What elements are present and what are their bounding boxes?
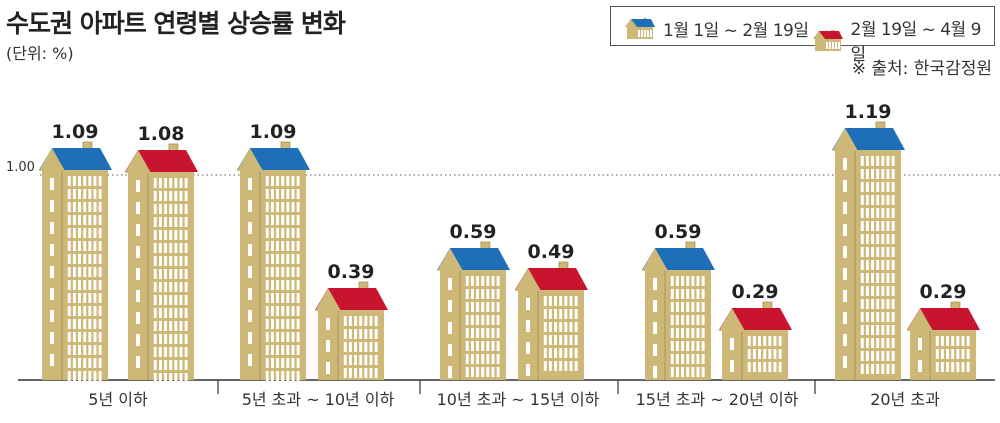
unit-label: (단위: %) bbox=[6, 44, 74, 63]
house-blue-icon bbox=[625, 18, 655, 39]
chart-title: 수도권 아파트 연령별 상승률 변화 bbox=[6, 9, 346, 38]
reference-label: 1.00 bbox=[6, 160, 35, 175]
data-label: 1.19 bbox=[845, 101, 892, 123]
data-label: 0.39 bbox=[328, 261, 375, 283]
building-bar bbox=[315, 281, 388, 380]
legend-label: 2월 19일 ~ 4월 9일 bbox=[850, 20, 982, 65]
data-label: 1.08 bbox=[138, 123, 185, 145]
data-label: 0.59 bbox=[450, 221, 497, 243]
building-bar bbox=[515, 261, 588, 380]
building-bar bbox=[39, 141, 112, 381]
data-label: 0.29 bbox=[920, 281, 967, 303]
building-bar bbox=[719, 301, 792, 380]
source-note: ※ 출처: 한국감정원 bbox=[851, 59, 992, 79]
category-label: 5년 이하 bbox=[88, 390, 148, 409]
house-red-icon bbox=[813, 30, 843, 51]
data-label: 0.29 bbox=[732, 281, 779, 303]
building-bar bbox=[832, 121, 905, 380]
legend-item-period2: 2월 19일 ~ 4월 9일 bbox=[811, 15, 994, 65]
category-label: 10년 초과 ~ 15년 이하 bbox=[437, 390, 600, 409]
data-label: 1.09 bbox=[52, 121, 99, 143]
legend-label: 1월 1일 ~ 2월 19일 bbox=[663, 20, 809, 41]
category-label: 20년 초과 bbox=[870, 390, 940, 409]
data-label: 1.09 bbox=[250, 121, 297, 143]
category-label: 5년 초과 ~ 10년 이하 bbox=[242, 390, 395, 409]
data-label: 0.59 bbox=[655, 221, 702, 243]
data-label: 0.49 bbox=[528, 241, 575, 263]
category-label: 15년 초과 ~ 20년 이하 bbox=[636, 390, 799, 409]
building-bar bbox=[237, 141, 310, 381]
building-bar bbox=[125, 143, 198, 383]
building-bar bbox=[642, 241, 715, 380]
legend-item-period1: 1월 1일 ~ 2월 19일 bbox=[623, 15, 809, 41]
building-bar bbox=[907, 301, 980, 380]
legend: 1월 1일 ~ 2월 19일 2월 19일 ~ 4월 9일 bbox=[610, 6, 995, 65]
building-bar bbox=[437, 241, 510, 380]
